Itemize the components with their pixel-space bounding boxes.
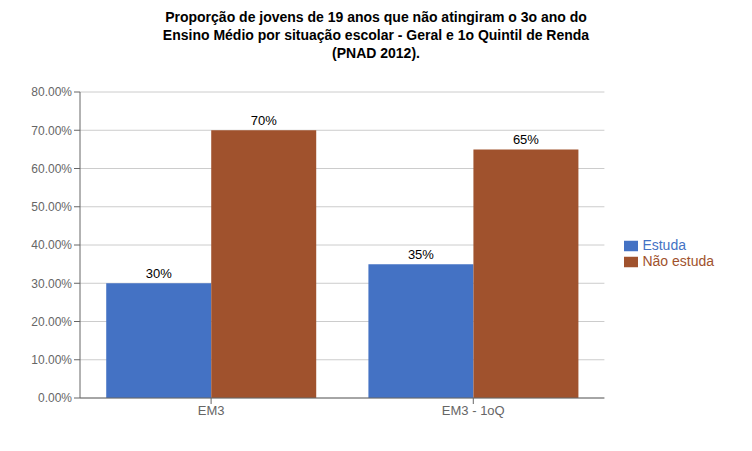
svg-text:30%: 30% (146, 266, 172, 281)
svg-text:EM3: EM3 (198, 403, 225, 418)
svg-text:20.00%: 20.00% (31, 315, 72, 329)
svg-text:60.00%: 60.00% (31, 162, 72, 176)
svg-text:50.00%: 50.00% (31, 200, 72, 214)
svg-text:10.00%: 10.00% (31, 353, 72, 367)
html-text:Não estuda: Não estuda (642, 253, 714, 269)
svg-text:0.00%: 0.00% (38, 391, 72, 405)
svg-text:80.00%: 80.00% (31, 85, 72, 99)
svg-text:65%: 65% (513, 132, 539, 147)
svg-text:EM3 - 1oQ: EM3 - 1oQ (442, 403, 505, 418)
svg-text:40.00%: 40.00% (31, 238, 72, 252)
svg-text:70.00%: 70.00% (31, 124, 72, 138)
svg-text:70%: 70% (251, 113, 277, 128)
html-text:Estuda: Estuda (642, 236, 686, 253)
svg-text:30.00%: 30.00% (31, 277, 72, 291)
html-text:Proporção de jovens de 19 anos: Proporção de jovens de 19 anos que não a… (162, 9, 590, 61)
svg-text:35%: 35% (408, 247, 434, 262)
